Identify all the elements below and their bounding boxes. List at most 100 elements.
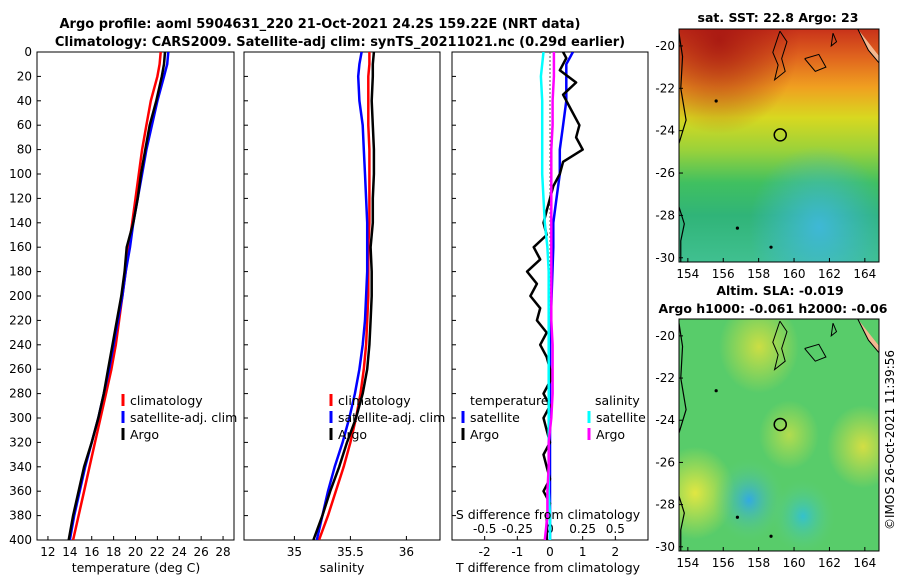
lat-tick-label: -22 xyxy=(655,371,675,385)
x-tick-label: 2 xyxy=(612,545,620,559)
salinity-panel: 35 35.5 36 salinity climatology satellite-… xyxy=(243,51,445,575)
x-tick-label: -2 xyxy=(479,545,491,559)
y-tick-label: 160 xyxy=(9,240,32,254)
x-tick-label: -1 xyxy=(511,545,523,559)
lon-tick-label: 164 xyxy=(853,267,876,281)
credit-text: ©IMOS 26-Oct-2021 11:39:56 xyxy=(883,350,897,530)
x-tick-label: 1 xyxy=(579,545,587,559)
lat-tick-label: -22 xyxy=(655,81,675,95)
sla-map-panel: Altim. SLA: -0.019 Argo h1000: -0.061 h2… xyxy=(655,283,888,570)
lon-tick-label: 160 xyxy=(783,556,806,570)
s-tick-label: 0.5 xyxy=(606,522,625,536)
x-tick-label: 35 xyxy=(287,545,302,559)
y-tick-label: 120 xyxy=(9,191,32,205)
reef-dot xyxy=(769,245,773,249)
y-tick-label: 40 xyxy=(17,94,32,108)
y-tick-label: 20 xyxy=(17,69,32,83)
salinity-xlabel: salinity xyxy=(320,560,365,575)
legend-argo-label: Argo xyxy=(338,427,367,442)
s-tick-label: 0.25 xyxy=(569,522,596,536)
lat-tick-label: -26 xyxy=(655,166,675,180)
lon-tick-label: 158 xyxy=(747,556,770,570)
x-tick-label: 35.5 xyxy=(337,545,364,559)
satellite-adj-line xyxy=(315,52,369,540)
legend-satellite-label: satellite-adj. clim xyxy=(130,410,237,425)
sla-map-frame xyxy=(678,318,880,552)
argo-location-marker xyxy=(773,417,787,432)
figure-title-line2: Climatology: CARS2009. Satellite-adj cli… xyxy=(55,35,625,50)
sla-map-title-line2: Argo h1000: -0.061 h2000: -0.06 xyxy=(659,301,888,316)
argo-line xyxy=(312,52,376,540)
reef-dot xyxy=(735,515,740,519)
land-new-caledonia xyxy=(857,29,879,64)
lon-tick-label: 162 xyxy=(818,556,841,570)
lat-tick-label: -24 xyxy=(655,124,675,138)
lat-tick-label: -28 xyxy=(655,498,675,512)
lat-tick-label: -30 xyxy=(655,251,675,265)
legend-t-argo-label: Argo xyxy=(470,427,499,442)
argo-location-marker xyxy=(773,128,787,142)
x-tick-label: 16 xyxy=(84,545,99,559)
y-tick-label: 100 xyxy=(9,167,32,181)
legend-argo-label: Argo xyxy=(130,427,159,442)
lat-tick-label: -24 xyxy=(655,413,675,427)
x-tick-label: 12 xyxy=(40,545,55,559)
s-tick-label: -0.5 xyxy=(473,522,496,536)
y-tick-label: 260 xyxy=(9,362,32,376)
y-tick-label: 200 xyxy=(9,289,32,303)
lon-tick-label: 164 xyxy=(853,556,876,570)
x-tick-label: 26 xyxy=(194,545,209,559)
lon-tick-label: 156 xyxy=(712,556,735,570)
sst-map-ticks: 154 156 158 160 162 164 -20 -22 -24 -26 -28 -30 xyxy=(655,39,876,281)
sla-coastline xyxy=(679,319,879,551)
legend-t-satellite-label: satellite xyxy=(470,410,520,425)
sst-cool-patch xyxy=(679,29,879,262)
temperature-xlabel: temperature (deg C) xyxy=(72,560,201,575)
salinity-legend: climatology satellite-adj. clim Argo xyxy=(329,393,445,442)
lat-tick-label: -20 xyxy=(655,329,675,343)
x-tick-label: 36 xyxy=(399,545,414,559)
lon-tick-label: 154 xyxy=(676,267,699,281)
salinity-ticks: 35 35.5 36 xyxy=(244,51,414,559)
t-argo-diff-line xyxy=(525,52,584,540)
climatology-line xyxy=(317,52,371,540)
y-tick-label: 240 xyxy=(9,338,32,352)
argo-line xyxy=(67,52,167,540)
lat-tick-label: -30 xyxy=(655,540,675,554)
lat-tick-label: -20 xyxy=(655,39,675,53)
x-tick-label: 0 xyxy=(546,545,554,559)
y-tick-label: 220 xyxy=(9,313,32,327)
figure-title-line1: Argo profile: aoml 5904631_220 21-Oct-20… xyxy=(60,17,581,32)
reef-contour xyxy=(804,53,827,72)
x-tick-label: 14 xyxy=(62,545,77,559)
lon-tick-label: 158 xyxy=(747,267,770,281)
reef-dot xyxy=(769,534,773,538)
s-tick-label: -0.25 xyxy=(502,522,533,536)
sla-low-patch xyxy=(679,319,879,551)
y-tick-label: 360 xyxy=(9,484,32,498)
salinity-axes-box xyxy=(243,51,441,541)
s-argo-diff-line xyxy=(543,52,556,540)
reef-contour xyxy=(772,30,788,82)
y-tick-label: 320 xyxy=(9,435,32,449)
lon-tick-label: 156 xyxy=(712,267,735,281)
x-tick-label: 22 xyxy=(150,545,165,559)
lat-tick-label: -26 xyxy=(655,455,675,469)
x-tick-label: 18 xyxy=(106,545,121,559)
reef-dot xyxy=(714,389,718,393)
reef-contour xyxy=(772,320,788,371)
y-tick-label: 80 xyxy=(17,143,32,157)
y-tick-label: 0 xyxy=(24,45,32,59)
sla-map-ticks: 154 156 158 160 162 164 -20 -22 -24 -26 -28 -30 xyxy=(655,329,876,570)
difference-top-axis-label: S difference from climatology xyxy=(456,507,641,522)
legend-salinity-title: salinity xyxy=(595,393,640,408)
legend-satellite-label: satellite-adj. clim xyxy=(338,410,445,425)
temperature-lines xyxy=(67,52,170,540)
temperature-legend: climatology satellite-adj. clim Argo xyxy=(121,393,237,442)
y-tick-label: 140 xyxy=(9,216,32,230)
y-tick-label: 60 xyxy=(17,118,32,132)
y-tick-label: 300 xyxy=(9,411,32,425)
